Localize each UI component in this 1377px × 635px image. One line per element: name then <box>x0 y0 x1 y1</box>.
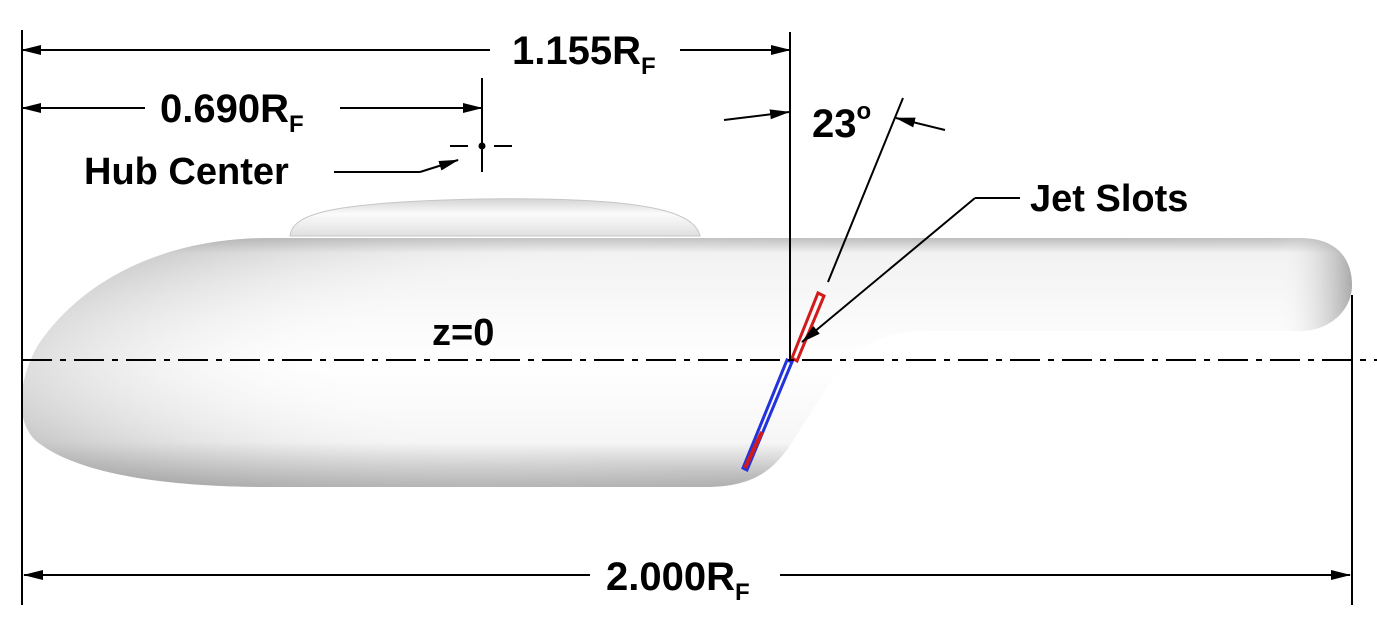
angle-label: 23o <box>812 98 871 146</box>
fuselage-body <box>21 238 1353 487</box>
jet-station-label: 1.155RF <box>512 29 656 80</box>
jet-slot-lower <box>741 358 794 473</box>
waterline-label: z=0 <box>432 312 494 354</box>
jet-slot-upper <box>790 290 826 364</box>
jet-angle-line <box>827 97 904 283</box>
hub-center-label: Hub Center <box>84 151 289 193</box>
angle-dimension <box>723 109 946 131</box>
hub-station-label: 0.690RF <box>160 87 304 138</box>
overall-length-label: 2.000RF <box>606 555 750 606</box>
hub-fairing <box>289 198 701 237</box>
hub-center-leader <box>334 159 459 173</box>
hub-center-mark <box>450 130 512 172</box>
jet-slots <box>741 290 826 473</box>
reference-lines <box>21 30 1353 605</box>
jet-slots-label: Jet Slots <box>1030 178 1188 220</box>
jet-slot-lower-red-segment <box>743 431 764 469</box>
jet-slots-leader <box>801 197 1020 343</box>
